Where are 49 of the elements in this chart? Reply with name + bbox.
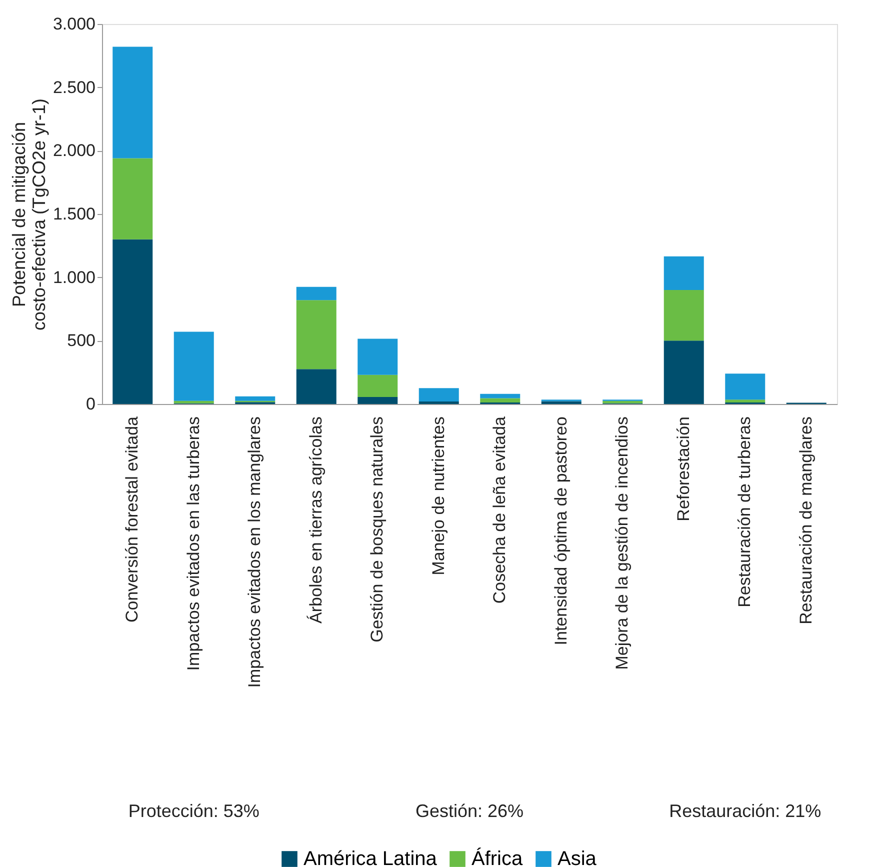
- x-tick-label: Reforestación: [674, 416, 693, 522]
- bar: [296, 286, 336, 300]
- x-tick-label: Restauración de turberas: [735, 416, 754, 608]
- x-tick-label: Manejo de nutrientes: [428, 416, 448, 576]
- x-tick-label: Cosecha de leña evitada: [490, 416, 510, 604]
- bar: [174, 332, 214, 401]
- bar: [480, 394, 520, 398]
- bar: [112, 46, 153, 158]
- bar: [174, 400, 214, 404]
- y-tick-label: 2.500: [52, 78, 96, 97]
- bar: [602, 400, 643, 404]
- bar: [418, 388, 459, 402]
- y-tick-label: 1.000: [52, 268, 96, 287]
- x-tick-label: Mejora de la gestión de incendios: [612, 416, 632, 670]
- bar: [418, 401, 459, 404]
- bar: [725, 400, 766, 402]
- y-tick-label: 0: [86, 394, 96, 414]
- bar: [296, 300, 336, 370]
- bar: [664, 340, 704, 404]
- x-tick-label: Gestión de bosques naturales: [368, 416, 387, 642]
- x-tick-label: Intensidad óptima de pastoreo: [551, 416, 570, 646]
- bar: [664, 290, 704, 341]
- y-tick-label: 2.000: [52, 141, 96, 160]
- bar: [358, 374, 398, 398]
- bar: [541, 401, 582, 404]
- bar: [235, 396, 276, 401]
- bar: [664, 256, 704, 290]
- legend-label: África: [472, 847, 524, 867]
- x-tick-label: Conversión forestal evitada: [122, 416, 142, 623]
- y-tick-label: 3.000: [52, 14, 96, 34]
- x-tick-label: Restauración de manglares: [796, 416, 816, 624]
- legend-label: América Latina: [304, 848, 438, 867]
- x-tick-label: Árboles en tierras agrícolas: [306, 416, 326, 624]
- bar: [112, 158, 153, 240]
- x-tick-label: Impactos evitados en los manglares: [245, 416, 264, 688]
- bar: [725, 374, 766, 400]
- bar: [296, 369, 336, 404]
- text: Restauración: 21%: [669, 801, 822, 821]
- text: Protección: 53%: [128, 801, 260, 821]
- bar: [112, 239, 153, 404]
- bar: [480, 398, 520, 402]
- y-axis-title: Potencial de mitigación costo-efectiva (TgCO2e yr-1): [8, 98, 49, 331]
- x-tick-label: Impactos evitados en las turberas: [184, 416, 203, 671]
- bar: [358, 397, 398, 404]
- text: Gestión: 26%: [415, 801, 524, 821]
- y-tick-label: 500: [67, 331, 96, 350]
- legend-label: Asia: [558, 848, 598, 867]
- y-tick-label: 1.500: [52, 204, 96, 224]
- bar: [358, 338, 398, 375]
